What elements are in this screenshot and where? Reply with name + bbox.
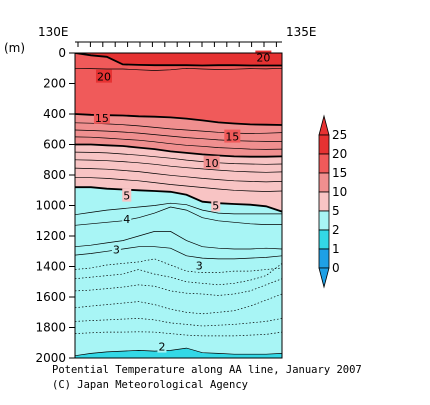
x-tick-label-135e: 135E bbox=[286, 25, 317, 39]
contour-label-bg bbox=[194, 258, 204, 272]
colorbar-label: 20 bbox=[332, 147, 347, 161]
fill-band-below-2 bbox=[75, 348, 282, 358]
colorbar-label: 1 bbox=[332, 242, 340, 256]
contour-labels: 20 20 15 15 10 5 5 4 3 3 2 bbox=[93, 50, 272, 354]
isotherm-12 bbox=[75, 129, 282, 142]
y-tick-label: 200 bbox=[43, 77, 66, 91]
contour-label-bg bbox=[93, 110, 110, 124]
colorbar-segment bbox=[318, 210, 330, 231]
y-tick-label: 1200 bbox=[35, 229, 66, 243]
isotherm-contours bbox=[75, 53, 282, 357]
contour-label-bg bbox=[224, 129, 241, 143]
contour-label-bg bbox=[122, 212, 132, 226]
colorbar-segment bbox=[318, 229, 330, 250]
colorbar-label: 0 bbox=[332, 261, 340, 275]
temperature-fill-bands bbox=[75, 53, 282, 358]
isotherm-2 bbox=[75, 347, 282, 357]
y-tick-label: 600 bbox=[43, 138, 66, 152]
contour-label-10: 2 bbox=[158, 341, 165, 354]
y-tick-label: 1600 bbox=[35, 290, 66, 304]
isotherm-2-2 bbox=[75, 331, 282, 337]
isotherm-10 bbox=[75, 143, 282, 158]
contour-label-1: 20 bbox=[256, 52, 270, 65]
contour-label-bg bbox=[157, 339, 167, 353]
y-tick-label: 1400 bbox=[35, 260, 66, 274]
y-tick-label: 400 bbox=[43, 107, 66, 121]
contour-label-bg bbox=[111, 242, 121, 256]
x-tick-label-130e: 130E bbox=[38, 25, 69, 39]
colorbar-segment bbox=[318, 134, 330, 155]
contour-label-5: 5 bbox=[123, 190, 130, 203]
colorbar-bottom-arrow bbox=[318, 267, 330, 289]
colorbar-label: 5 bbox=[332, 204, 340, 218]
colorbar-label: 10 bbox=[332, 185, 347, 199]
colorbar-label: 25 bbox=[332, 128, 347, 142]
fill-band-above-20 bbox=[75, 53, 282, 66]
y-axis-unit: (m) bbox=[4, 41, 25, 55]
station-ticks bbox=[77, 42, 277, 47]
isotherm-6 bbox=[75, 176, 282, 192]
isotherm-2-6 bbox=[75, 263, 282, 286]
isotherm-4 bbox=[75, 206, 282, 226]
contour-label-0: 20 bbox=[97, 71, 111, 84]
contour-label-bg bbox=[203, 155, 220, 169]
isotherm-18 bbox=[75, 67, 282, 71]
contour-label-2: 15 bbox=[95, 112, 109, 125]
contour-label-bg bbox=[95, 69, 112, 83]
colorbar-segment bbox=[318, 248, 330, 269]
contour-label-bg bbox=[122, 188, 132, 202]
y-tick-label: 0 bbox=[58, 46, 66, 60]
contour-label-9: 3 bbox=[196, 260, 203, 273]
colorbar-segment bbox=[318, 153, 330, 174]
contour-label-3: 15 bbox=[225, 131, 239, 144]
contour-label-bg bbox=[255, 50, 272, 64]
colorbar-segment bbox=[318, 191, 330, 212]
chart-title: Potential Temperature along AA line, Jan… bbox=[52, 364, 362, 376]
isotherm-4-5 bbox=[75, 202, 282, 216]
contour-label-4: 10 bbox=[205, 157, 219, 170]
y-tick-label: 2000 bbox=[35, 351, 66, 365]
colorbar-segment bbox=[318, 172, 330, 193]
y-tick-label: 1800 bbox=[35, 321, 66, 335]
contour-label-8: 3 bbox=[113, 244, 120, 257]
isotherm-8 bbox=[75, 159, 282, 173]
isotherm-3 bbox=[75, 246, 282, 260]
colorbar-top-arrow bbox=[318, 114, 330, 136]
colorbar-label: 15 bbox=[332, 166, 347, 180]
isotherm-7 bbox=[75, 167, 282, 183]
contour-label-7: 4 bbox=[123, 213, 130, 226]
credit-text: (C) Japan Meteorological Agency bbox=[52, 379, 248, 391]
contour-label-6: 5 bbox=[212, 200, 219, 213]
isotherm-3-5 bbox=[75, 231, 282, 250]
contour-label-bg bbox=[211, 198, 221, 212]
isotherm-11 bbox=[75, 136, 282, 150]
colorbar-label: 2 bbox=[332, 223, 340, 237]
y-tick-label: 800 bbox=[43, 168, 66, 182]
isotherm-9 bbox=[75, 151, 282, 165]
isotherm-20 bbox=[75, 53, 282, 67]
y-axis: 0 200 400 600 800 1000 1200 1400 1600 1800 2000 bbox=[35, 46, 75, 365]
isotherm-5 bbox=[75, 186, 282, 213]
y-tick-label: 1000 bbox=[35, 199, 66, 213]
isotherm-2-8 bbox=[75, 258, 282, 273]
isotherm-13 bbox=[75, 122, 282, 134]
